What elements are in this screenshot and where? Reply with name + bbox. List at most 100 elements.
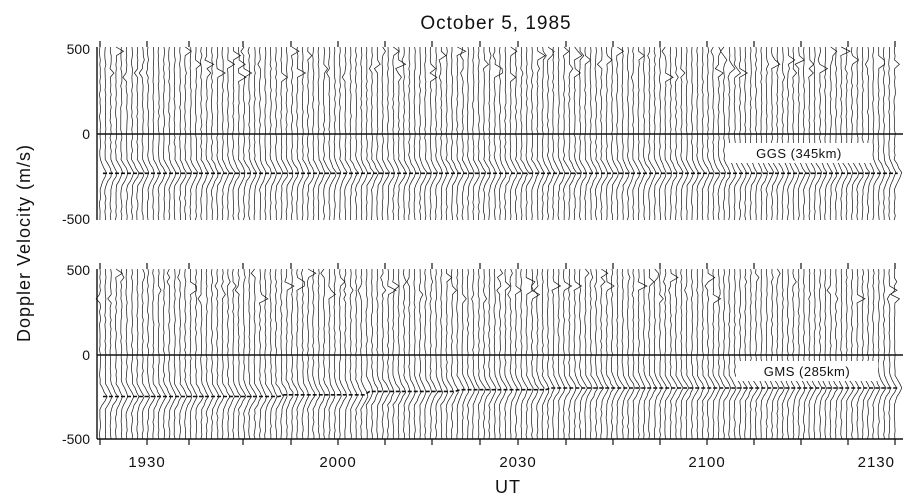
spectrum-trace: [424, 268, 432, 440]
spectrum-trace: [563, 268, 573, 440]
spectrum-trace: [461, 268, 470, 440]
spectrum-trace: [456, 268, 465, 440]
spectrum-trace: [173, 268, 182, 440]
spectrum-trace: [248, 268, 258, 440]
spectrum-trace: [668, 268, 679, 440]
spectrum-trace: [531, 268, 541, 440]
spectrum-trace: [445, 268, 454, 440]
spectrum-trace: [867, 268, 876, 440]
spectrum-trace: [663, 268, 673, 440]
spectrum-trace: [328, 269, 336, 440]
spectrum-trace: [163, 269, 172, 440]
spectrum-trace: [744, 268, 753, 440]
spectrum-trace: [653, 268, 663, 440]
spectrum-trace: [819, 268, 827, 440]
spectrum-trace: [627, 268, 635, 440]
spectrum-trace: [429, 268, 439, 440]
spectrum-trace: [136, 268, 145, 440]
spectrum-trace: [177, 268, 188, 440]
spectrum-trace: [584, 268, 593, 440]
spectrum-trace: [507, 268, 518, 440]
spectrum-trace: [371, 268, 379, 439]
spectrum-trace: [317, 268, 325, 440]
panel-bottom-ytick-0: 0: [82, 347, 90, 363]
spectrum-trace: [483, 268, 491, 440]
panel-bottom-ytick-neg500: -500: [62, 431, 90, 447]
chart-title: October 5, 1985: [420, 13, 571, 34]
spectrum-trace: [307, 268, 317, 440]
panel-top-ytick-500: 500: [67, 41, 91, 57]
spectrum-trace: [872, 268, 881, 440]
panel-top: 500 0 -500 GGS (345km): [62, 41, 903, 227]
mean-velocity-line: [103, 387, 898, 398]
panel-bottom-ticks: [99, 263, 896, 445]
spectrum-trace: [496, 268, 508, 440]
spectrum-trace: [312, 268, 320, 440]
spectrum-trace: [392, 268, 401, 440]
panel-top-ytick-neg500: -500: [62, 211, 90, 227]
spectrum-trace: [589, 268, 599, 440]
spectrum-trace: [637, 268, 648, 440]
spectrum-trace: [184, 268, 193, 440]
spectrum-trace: [680, 268, 690, 440]
spectrum-trace: [765, 268, 774, 440]
spectrum-trace: [493, 268, 502, 439]
panel-bottom: 500 0 -500 GMS (285km): [62, 262, 903, 447]
spectrum-trace: [684, 268, 694, 440]
spectrum-trace: [728, 268, 737, 440]
spectrum-trace: [525, 268, 536, 440]
spectrum-trace: [760, 268, 769, 440]
spectrum-trace: [851, 268, 860, 440]
panel-bottom-ytick-500: 500: [67, 262, 91, 278]
spectrum-trace: [605, 268, 615, 440]
spectrum-trace: [477, 269, 486, 440]
spectrum-trace: [515, 268, 523, 440]
spectrum-trace: [504, 268, 512, 440]
spectrum-trace: [471, 268, 480, 440]
spectrum-trace: [365, 268, 374, 440]
spectrum-trace: [691, 268, 700, 440]
xtick-label-2100: 2100: [688, 454, 725, 471]
spectrum-trace: [333, 268, 342, 440]
spectrum-trace: [406, 268, 416, 440]
spectrum-trace: [739, 268, 748, 440]
spectrum-trace: [621, 268, 631, 440]
spectrum-trace: [147, 268, 156, 440]
spectrum-trace: [696, 268, 705, 440]
spectrum-trace: [120, 268, 129, 440]
spectrum-trace: [824, 268, 833, 440]
spectrum-trace: [826, 269, 839, 440]
spectrum-trace: [701, 269, 710, 440]
spectrum-trace: [195, 268, 205, 440]
spectrum-trace: [243, 268, 252, 440]
spectrum-trace: [551, 268, 562, 440]
spectrum-trace: [792, 268, 801, 440]
spectrum-trace: [856, 269, 866, 439]
spectrum-trace: [808, 268, 817, 440]
xtick-label-2000: 2000: [319, 454, 356, 471]
spectrum-trace: [568, 268, 577, 440]
spectrum-trace: [675, 269, 684, 440]
spectrum-trace: [776, 268, 785, 440]
panel-top-ticks: [99, 41, 896, 47]
x-axis-label: UT: [495, 477, 521, 497]
spectrum-trace: [541, 268, 550, 440]
spectrum-trace: [573, 268, 583, 439]
spectrum-trace: [840, 268, 849, 440]
spectrum-trace: [152, 268, 162, 440]
spectrum-trace: [104, 268, 113, 440]
spectrum-trace: [403, 268, 411, 440]
spectrum-trace: [339, 268, 347, 440]
panel-top-ytick-0: 0: [82, 126, 90, 142]
spectrum-trace: [250, 268, 263, 440]
spectrum-trace: [131, 268, 140, 440]
spectrum-trace: [533, 268, 545, 440]
spectrum-trace: [488, 269, 497, 440]
spectrum-trace: [214, 268, 225, 440]
spectrum-trace: [557, 268, 566, 439]
panel-bottom-traces: [95, 268, 903, 440]
spectrum-trace: [387, 268, 397, 440]
spectrum-trace: [435, 268, 444, 440]
spectrum-trace: [749, 268, 759, 440]
